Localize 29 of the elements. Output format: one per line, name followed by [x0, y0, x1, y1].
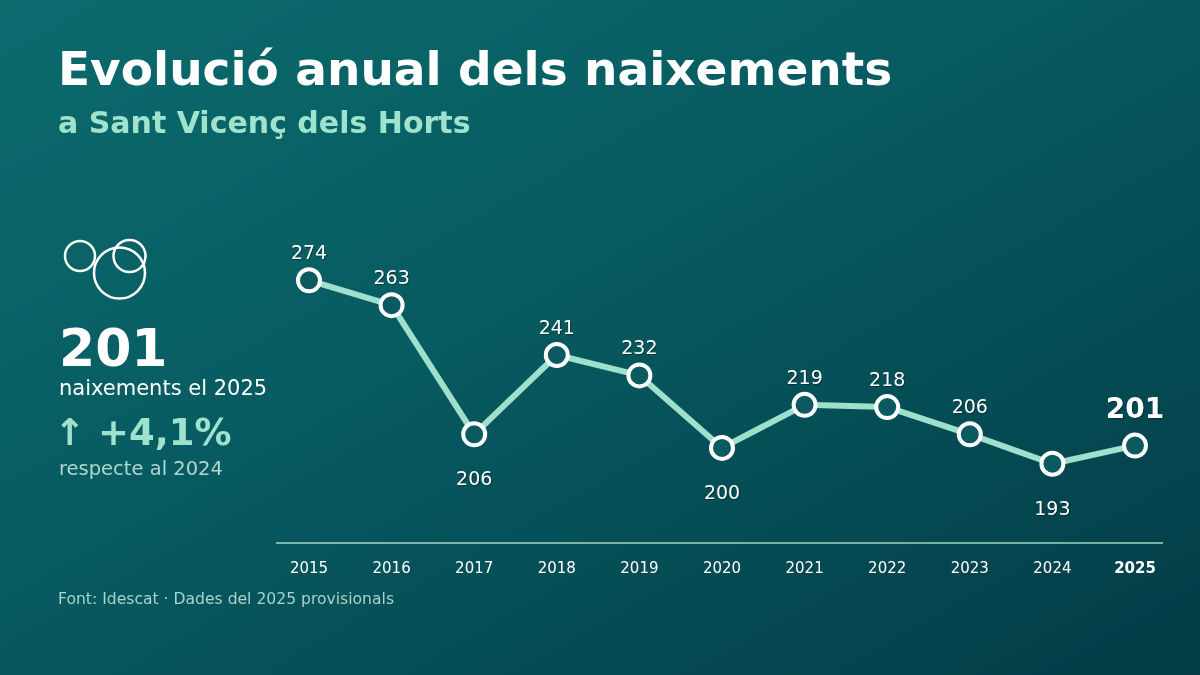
x-tick-label: 2025	[1114, 558, 1156, 577]
data-label: 193	[1034, 496, 1071, 519]
x-tick-label: 2016	[372, 558, 411, 577]
text: respecte al 2024	[59, 457, 223, 480]
data-label: 206	[951, 395, 988, 418]
x-tick-label: 2018	[537, 558, 576, 577]
data-label: 206	[456, 467, 493, 490]
text: ↑ +4,1%	[54, 411, 232, 455]
text: naixements el 2025	[59, 376, 268, 400]
data-label: 218	[869, 368, 906, 391]
x-tick-label: 2015	[289, 558, 329, 577]
chart-title: Evolució anual dels naixements	[58, 41, 893, 96]
data-label: 241	[538, 315, 575, 338]
chart-subtitle: a Sant Vicenç dels Horts	[58, 105, 471, 141]
data-label: 201	[1105, 391, 1165, 425]
text: Font: Idescat · Dades del 2025 provisionals	[58, 590, 395, 608]
data-label: 263	[373, 266, 410, 289]
text: 201	[59, 318, 168, 378]
x-tick-label: 2017	[455, 558, 494, 577]
x-tick-label: 2019	[620, 558, 659, 577]
data-label: 274	[290, 241, 328, 264]
data-label: 200	[703, 480, 741, 503]
x-tick-label: 2024	[1033, 558, 1072, 577]
x-tick-label: 2020	[702, 558, 742, 577]
x-tick-label: 2022	[868, 558, 907, 577]
data-label: 232	[621, 336, 658, 359]
x-tick-label: 2023	[950, 558, 989, 577]
x-tick-label: 2021	[785, 558, 824, 577]
data-label: 219	[786, 365, 823, 388]
